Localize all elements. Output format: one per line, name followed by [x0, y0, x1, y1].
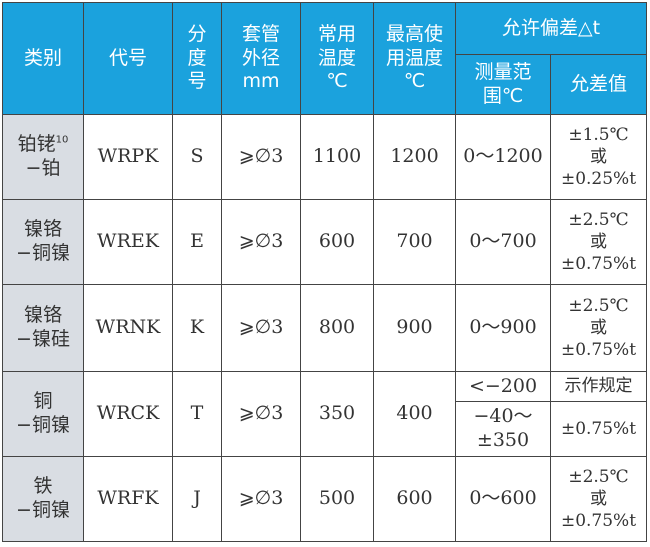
- sheath-cell: ⩾∅3: [221, 456, 301, 542]
- range-cell: −40～ ±350: [455, 401, 551, 457]
- sheath-cell: ⩾∅3: [221, 284, 301, 372]
- normal-temp-cell: 1100: [300, 114, 374, 200]
- code-cell: WRPK: [83, 114, 173, 200]
- range-cell: 0～1200: [455, 114, 551, 200]
- category-cell: 镍铬 −铜镍: [2, 199, 84, 285]
- sheath-cell: ⩾∅3: [221, 114, 301, 200]
- tolerance-cell: ±2.5℃ 或 ±0.75%t: [550, 456, 647, 542]
- category-cell: 铁 −铜镍: [2, 456, 84, 542]
- table-row: 铜 −铜镍 WRCK T ⩾∅3 350 400 <−200 示作规定: [2, 371, 647, 457]
- code-cell: WREK: [83, 199, 173, 285]
- tolerance-cell: ±2.5℃ 或 ±0.75%t: [550, 284, 647, 372]
- range-cell: 0～900: [455, 284, 551, 372]
- header-max-temp: 最高使 用温度 ℃: [373, 2, 456, 115]
- graduation-cell: J: [172, 456, 222, 542]
- code-cell: WRCK: [83, 371, 173, 457]
- range-cell: 0～600: [455, 456, 551, 542]
- sheath-cell: ⩾∅3: [221, 199, 301, 285]
- tolerance-cell: 示作规定: [550, 371, 647, 402]
- sheath-cell: ⩾∅3: [221, 371, 301, 457]
- max-temp-cell: 400: [373, 371, 456, 457]
- table-subrow: −40～ ±350 ±0.75%t: [3, 401, 647, 457]
- max-temp-cell: 900: [373, 284, 456, 372]
- normal-temp-cell: 500: [300, 456, 374, 542]
- header-tolerance-group: 允许偏差△t: [455, 2, 647, 55]
- tolerance-cell: ±0.75%t: [550, 401, 647, 457]
- normal-temp-cell: 350: [300, 371, 374, 457]
- header-sheath-diameter: 套管 外径 mm: [221, 2, 301, 115]
- header-normal-temp: 常用 温度 ℃: [300, 2, 374, 115]
- tolerance-cell: ±1.5℃ 或 ±0.25%t: [550, 114, 647, 200]
- range-cell: 0～700: [455, 199, 551, 285]
- table-row: 铂铑10 −铂 WRPK S ⩾∅3 1100 1200 0～1200 ±1.5℃ 或 ±0.25%…: [2, 114, 647, 200]
- header-tolerance: 允差值: [550, 54, 647, 115]
- max-temp-cell: 1200: [373, 114, 456, 200]
- header-category: 类别: [2, 2, 84, 115]
- graduation-cell: K: [172, 284, 222, 372]
- graduation-cell: T: [172, 371, 222, 457]
- header-code: 代号: [83, 2, 173, 115]
- graduation-cell: E: [172, 199, 222, 285]
- header-range: 测量范 围℃: [455, 54, 551, 115]
- code-cell: WRFK: [83, 456, 173, 542]
- header-graduation: 分度号: [172, 2, 222, 115]
- tolerance-cell: ±2.5℃ 或 ±0.75%t: [550, 199, 647, 285]
- category-cell: 镍铬 −镍硅: [2, 284, 84, 372]
- range-cell: <−200: [455, 371, 551, 402]
- max-temp-cell: 700: [373, 199, 456, 285]
- code-cell: WRNK: [83, 284, 173, 372]
- table-row: 铁 −铜镍 WRFK J ⩾∅3 500 600 0～600 ±2.5℃ 或 ±0.75%t: [2, 456, 647, 542]
- graduation-cell: S: [172, 114, 222, 200]
- thermocouple-spec-table: 类别 代号 分度号 套管 外径 mm 常用 温度 ℃ 最高使 用温度 ℃ 允许偏差△t 测量…: [2, 2, 647, 542]
- category-cell: 铜 −铜镍: [2, 371, 84, 457]
- normal-temp-cell: 800: [300, 284, 374, 372]
- table-row: 镍铬 −铜镍 WREK E ⩾∅3 600 700 0～700 ±2.5℃ 或 ±0.75%t: [2, 199, 647, 285]
- normal-temp-cell: 600: [300, 199, 374, 285]
- max-temp-cell: 600: [373, 456, 456, 542]
- category-cell: 铂铑10 −铂: [2, 114, 84, 200]
- table-row: 镍铬 −镍硅 WRNK K ⩾∅3 800 900 0～900 ±2.5℃ 或 ±0.75%t: [2, 284, 647, 372]
